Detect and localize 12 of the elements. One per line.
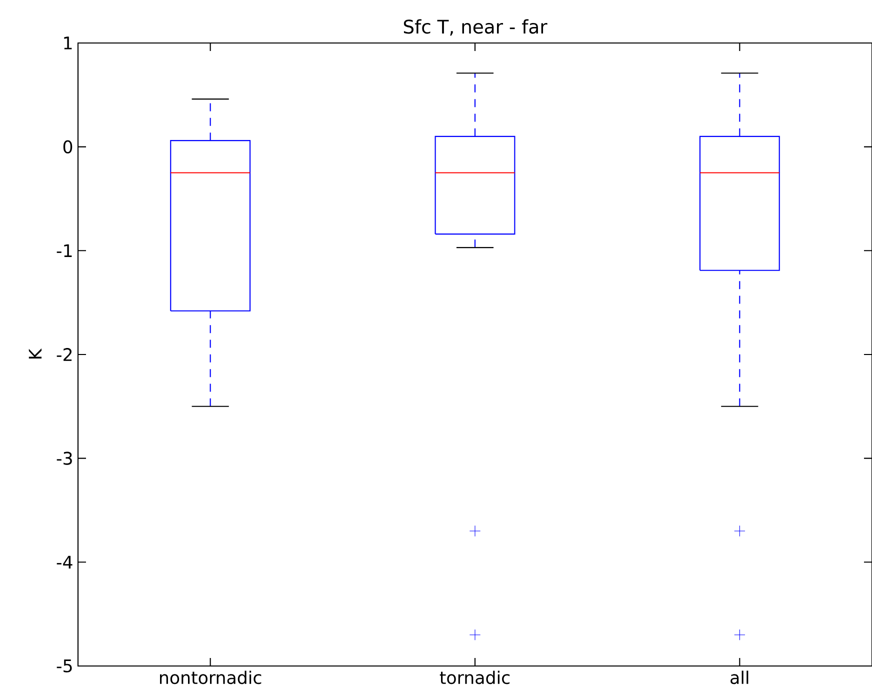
y-tick-label: -5 [56,660,72,672]
y-tick-label: -3 [56,452,72,465]
x-tick-label: tornadic [440,670,510,684]
y-tick-label: -4 [56,556,72,568]
y-tick-label: -2 [56,348,72,361]
x-tick-label: all [730,670,748,684]
x-tick-label: nontornadic [160,670,262,684]
y-tick-label: 1 [64,36,72,50]
y-axis-title: K [28,348,42,358]
y-tick-label: 0 [63,140,72,154]
y-tick-label: -1 [56,244,72,257]
chart-title: Sfc T, near - far [404,19,548,36]
